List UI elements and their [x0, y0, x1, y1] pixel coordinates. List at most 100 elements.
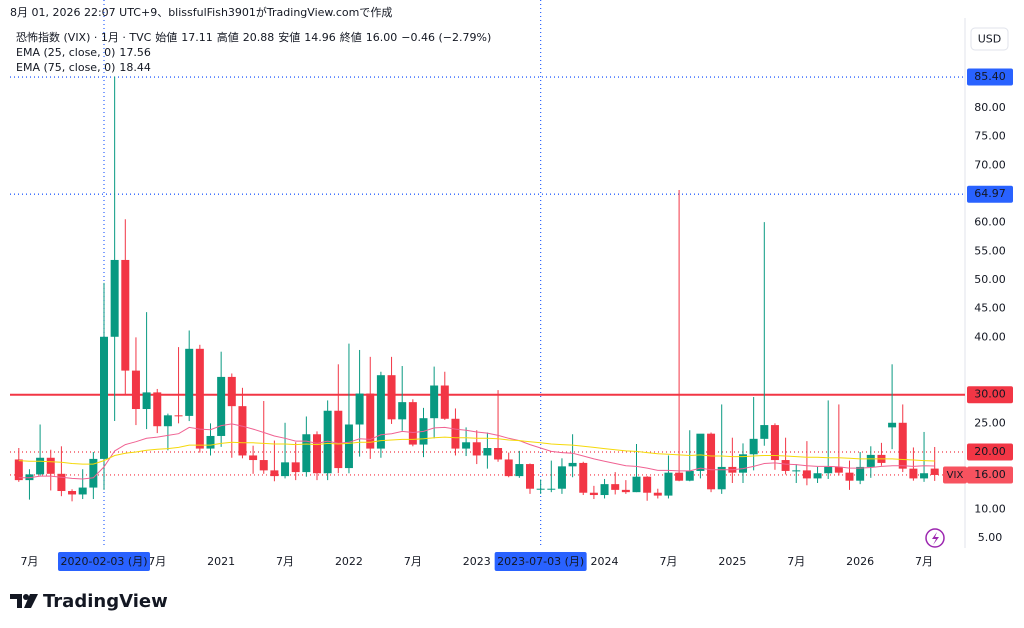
legend-text: 恐怖指数 (VIX) · 1月 · TVC — [16, 30, 152, 44]
x-tick-label: 7月 — [787, 555, 805, 568]
y-tick-label: 50.00 — [974, 273, 1006, 286]
candle-body — [696, 433, 705, 471]
icon-bolt[interactable] — [932, 532, 939, 545]
candle-body — [430, 385, 439, 419]
candle-body — [334, 410, 343, 469]
candle-body — [302, 434, 311, 473]
crosshair-label: 2023-07-03 (月) — [497, 555, 584, 568]
candle-body — [504, 459, 513, 477]
candle-body — [494, 448, 503, 460]
candle-body — [536, 488, 545, 490]
price-label: 20.00 — [974, 445, 1006, 458]
x-tick-label: 7月 — [276, 555, 294, 568]
legend-text: 17.56 — [119, 46, 151, 59]
brand-text: TradingView — [43, 591, 168, 612]
legend-text: 14.96 — [304, 31, 336, 44]
candle-body — [824, 466, 833, 474]
price-label-box — [967, 185, 1013, 203]
candle-body — [589, 492, 598, 496]
candle-body — [526, 464, 534, 489]
candle-body — [313, 434, 321, 474]
candle-body — [291, 462, 300, 473]
candle-body — [249, 455, 258, 461]
crosshair-label-box — [58, 552, 150, 571]
candle-body — [89, 458, 98, 488]
currency-button[interactable]: USD — [970, 27, 1009, 51]
candle-body — [557, 466, 566, 489]
candle-body — [259, 460, 268, 471]
y-tick-label: 60.00 — [974, 216, 1006, 229]
y-tick-label: 75.00 — [974, 130, 1006, 143]
price-label-box — [967, 443, 1013, 461]
candle-body — [25, 474, 34, 481]
candle-body — [14, 459, 23, 481]
candle-body — [802, 470, 811, 479]
candle-body — [195, 348, 204, 449]
price-label: 64.97 — [974, 187, 1006, 200]
candle-body — [856, 466, 865, 481]
candle-body — [760, 425, 769, 439]
y-tick-label: 55.00 — [974, 244, 1006, 257]
icon-circle[interactable] — [925, 528, 945, 548]
candle-body — [611, 484, 620, 490]
candle-body — [813, 473, 822, 479]
x-tick-label: 2025 — [718, 555, 746, 568]
x-tick-label: 2026 — [846, 555, 874, 568]
candle-body — [685, 470, 694, 481]
candle-body — [185, 348, 194, 416]
legend-text: EMA (25, close, 0) — [16, 46, 115, 59]
candle-body — [344, 424, 353, 469]
currency-button-box[interactable] — [970, 27, 1009, 51]
candle-body — [664, 472, 673, 496]
ema-line — [18, 423, 935, 480]
candle-body — [131, 370, 140, 410]
candle-body — [36, 457, 45, 475]
candle-body — [579, 462, 588, 493]
candle-body — [632, 476, 641, 493]
candle-body — [270, 470, 279, 477]
candle-body — [909, 468, 918, 479]
candle-body — [621, 489, 630, 493]
legend-text: 終値 — [340, 30, 362, 44]
x-tick-label: 2021 — [207, 555, 235, 568]
y-tick-label: 80.00 — [974, 101, 1006, 114]
candle-body — [153, 392, 162, 427]
x-tick-label: 7月 — [404, 555, 422, 568]
legend-text: 始値 — [155, 30, 177, 44]
candle-body — [749, 438, 758, 455]
x-tick-label: 2022 — [335, 555, 363, 568]
y-tick-label: 5.00 — [978, 531, 1003, 544]
candle-body — [174, 415, 183, 417]
symbol-tag-box — [943, 466, 967, 484]
candle-body — [121, 259, 130, 371]
candle-body — [653, 492, 662, 496]
candle-body — [387, 375, 396, 420]
legend-text: 17.11 — [181, 31, 213, 44]
x-tick-label: 2024 — [591, 555, 619, 568]
legend-text: −0.46 (−2.79%) — [401, 31, 491, 44]
candle-body — [227, 376, 236, 407]
candle-body — [163, 415, 172, 427]
legend-text: EMA (75, close, 0) — [16, 61, 115, 74]
crosshair-label: 2020-02-03 (月) — [60, 555, 147, 568]
candle-body — [845, 472, 854, 481]
candle-body — [355, 393, 364, 425]
candle-body — [46, 457, 55, 474]
candle-body — [643, 476, 652, 493]
y-tick-label: 40.00 — [974, 330, 1006, 343]
candle-body — [472, 442, 481, 456]
candle-body — [568, 462, 577, 467]
candle-body — [770, 425, 779, 461]
legend-text: 高値 — [217, 30, 239, 44]
candle-body — [376, 375, 385, 449]
logo-mark — [10, 594, 22, 608]
price-label: 16.00 — [974, 468, 1006, 481]
currency-label[interactable]: USD — [978, 33, 1002, 46]
y-tick-label: 25.00 — [974, 416, 1006, 429]
x-tick-label: 7月 — [20, 555, 38, 568]
lightning-icon[interactable] — [925, 528, 945, 548]
price-label: 85.40 — [974, 70, 1006, 83]
candle-body — [217, 376, 226, 436]
